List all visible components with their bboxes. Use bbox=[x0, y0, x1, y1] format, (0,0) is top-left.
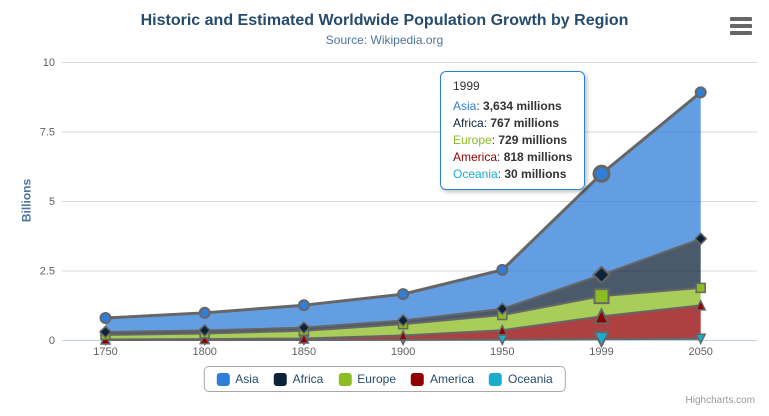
tooltip-series-name: Africa bbox=[453, 116, 484, 130]
export-menu-button[interactable] bbox=[730, 17, 752, 35]
tooltip-series-name: America bbox=[453, 150, 498, 164]
tooltip-value: 3,634 millions bbox=[483, 99, 562, 113]
x-axis-label: 1999 bbox=[589, 346, 613, 358]
legend-label: Oceania bbox=[508, 372, 553, 386]
hamburger-icon bbox=[730, 17, 752, 21]
marker-africa-1750[interactable] bbox=[98, 325, 113, 339]
legend: Asia Africa Europe America Oceania bbox=[203, 366, 566, 392]
tooltip-header: 1999 bbox=[453, 79, 480, 93]
chart-subtitle: Source: Wikipedia.org bbox=[325, 33, 444, 47]
y-axis-label: 2.5 bbox=[40, 266, 55, 278]
marker-america-1900[interactable] bbox=[397, 329, 409, 341]
hamburger-icon bbox=[730, 24, 752, 28]
marker-america-2050[interactable] bbox=[694, 299, 707, 311]
y-axis-label: 7.5 bbox=[40, 127, 55, 139]
x-axis-label: 2050 bbox=[688, 346, 712, 358]
tooltip-value: 30 millions bbox=[504, 167, 567, 181]
legend-swatch-africa bbox=[273, 372, 287, 386]
area-asia[interactable] bbox=[105, 92, 701, 332]
marker-america-1999[interactable] bbox=[592, 307, 611, 325]
x-axis-label: 1850 bbox=[292, 346, 316, 358]
marker-asia-1850[interactable] bbox=[297, 299, 310, 312]
marker-europe-2050[interactable] bbox=[695, 282, 706, 294]
marker-asia-1900[interactable] bbox=[397, 288, 410, 301]
legend-swatch-europe bbox=[338, 372, 352, 386]
legend-item-oceania[interactable]: Oceania bbox=[489, 372, 553, 386]
tooltip-value: 729 millions bbox=[498, 133, 568, 147]
marker-asia-2050[interactable] bbox=[694, 86, 707, 99]
marker-america-1950[interactable] bbox=[496, 324, 509, 336]
marker-africa-1950[interactable] bbox=[495, 302, 509, 316]
x-axis-label: 1950 bbox=[490, 346, 514, 358]
tooltip-value: 767 millions bbox=[490, 116, 560, 130]
x-axis-label: 1750 bbox=[93, 346, 117, 358]
legend-item-europe[interactable]: Europe bbox=[338, 372, 396, 386]
marker-asia-1800[interactable] bbox=[198, 306, 211, 319]
marker-africa-1850[interactable] bbox=[297, 321, 311, 335]
tooltip: 1999 Asia: 3,634 millions Africa: 767 mil… bbox=[440, 71, 586, 190]
hamburger-icon bbox=[730, 31, 752, 35]
legend-label: Europe bbox=[357, 372, 397, 386]
area-africa[interactable] bbox=[105, 238, 701, 335]
marker-africa-1999[interactable] bbox=[592, 265, 611, 285]
tooltip-rows: Asia: 3,634 millions Africa: 767 millions… bbox=[453, 98, 572, 183]
tooltip-series-name: Asia bbox=[453, 99, 477, 113]
tooltip-series-name: Oceania bbox=[453, 167, 498, 181]
legend-label: Asia bbox=[235, 372, 259, 386]
legend-swatch-asia bbox=[216, 372, 230, 386]
legend-item-asia[interactable]: Asia bbox=[216, 372, 259, 386]
tooltip-series-name: Europe bbox=[453, 133, 492, 147]
area-america[interactable] bbox=[105, 305, 701, 340]
marker-asia-1999[interactable] bbox=[592, 164, 611, 183]
tooltip-row-asia: Asia: 3,634 millions bbox=[453, 99, 562, 113]
marker-africa-2050[interactable] bbox=[694, 232, 708, 246]
tooltip-row-europe: Europe: 729 millions bbox=[453, 133, 568, 147]
legend-label: America bbox=[430, 372, 475, 386]
marker-europe-1999[interactable] bbox=[593, 288, 610, 305]
tooltip-row-oceania: Oceania: 30 millions bbox=[453, 167, 567, 181]
legend-swatch-america bbox=[411, 372, 425, 386]
marker-asia-1950[interactable] bbox=[496, 263, 509, 276]
marker-oceania-2050[interactable] bbox=[694, 333, 707, 345]
marker-america-1850[interactable] bbox=[298, 332, 310, 344]
y-axis-label: 5 bbox=[49, 196, 55, 208]
marker-oceania-1999[interactable] bbox=[592, 331, 611, 349]
marker-asia-1750[interactable] bbox=[99, 312, 112, 325]
tooltip-row-america: America: 818 millions bbox=[453, 150, 573, 164]
credits-link[interactable]: Highcharts.com bbox=[685, 395, 755, 406]
tooltip-row-africa: Africa: 767 millions bbox=[453, 116, 560, 130]
legend-label: Africa bbox=[292, 372, 324, 386]
marker-africa-1900[interactable] bbox=[396, 313, 410, 328]
legend-item-africa[interactable]: Africa bbox=[273, 372, 324, 386]
marker-africa-1800[interactable] bbox=[198, 323, 212, 338]
tooltip-value: 818 millions bbox=[503, 150, 573, 164]
legend-item-america[interactable]: America bbox=[411, 372, 474, 386]
x-axis-label: 1900 bbox=[391, 346, 415, 358]
x-axis-label: 1800 bbox=[192, 346, 216, 358]
y-axis-label: 0 bbox=[49, 335, 55, 347]
y-axis-label: 10 bbox=[43, 57, 55, 69]
marker-america-1800[interactable] bbox=[198, 332, 211, 345]
legend-swatch-oceania bbox=[489, 372, 503, 386]
chart-title: Historic and Estimated Worldwide Populat… bbox=[140, 12, 629, 29]
